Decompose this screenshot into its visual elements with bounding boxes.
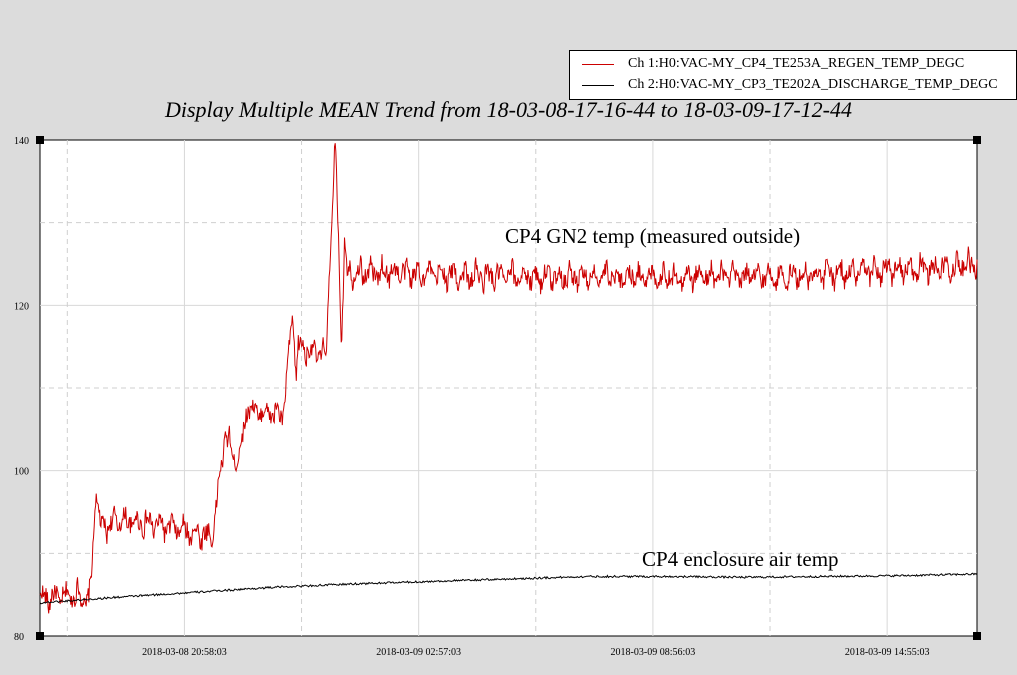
series-line-ch2 — [39, 572, 978, 605]
annotation-gn2-temp: CP4 GN2 temp (measured outside) — [505, 224, 800, 248]
x-tick-label: 2018-03-08 20:58:03 — [142, 647, 227, 658]
legend-label-ch1: Ch 1:H0:VAC-MY_CP4_TE253A_REGEN_TEMP_DEG… — [628, 56, 965, 71]
y-tick-label: 80 — [14, 632, 24, 643]
x-tick-label: 2018-03-09 14:55:03 — [845, 647, 930, 658]
y-tick-label: 100 — [14, 467, 29, 478]
corner-handles — [36, 136, 981, 640]
chart-title: Display Multiple MEAN Trend from 18-03-0… — [164, 97, 852, 122]
legend-item-ch1: Ch 1:H0:VAC-MY_CP4_TE253A_REGEN_TEMP_DEG… — [570, 55, 1016, 75]
legend-swatch-ch2 — [582, 85, 614, 86]
x-tick-label: 2018-03-09 08:56:03 — [611, 647, 696, 658]
y-tick-label: 120 — [14, 301, 29, 312]
series-lines — [39, 143, 978, 614]
corner-handle — [36, 136, 44, 144]
tick-labels: 80 100 120 140 2018-03-08 20:58:03 2018-03-09… — [14, 136, 930, 658]
legend-item-ch2: Ch 2:H0:VAC-MY_CP3_TE202A_DISCHARGE_TEMP… — [570, 76, 1016, 96]
x-tick-label: 2018-03-09 02:57:03 — [376, 647, 461, 658]
series-line-ch1 — [39, 143, 978, 614]
annotation-enclosure-air-temp: CP4 enclosure air temp — [642, 547, 839, 571]
legend-swatch-ch1 — [582, 64, 614, 65]
corner-handle — [973, 632, 981, 640]
legend: Ch 1:H0:VAC-MY_CP4_TE253A_REGEN_TEMP_DEG… — [569, 50, 1017, 100]
grid-lines — [40, 140, 977, 636]
y-tick-label: 140 — [14, 136, 29, 147]
corner-handle — [36, 632, 44, 640]
legend-label-ch2: Ch 2:H0:VAC-MY_CP3_TE202A_DISCHARGE_TEMP… — [628, 77, 998, 92]
corner-handle — [973, 136, 981, 144]
